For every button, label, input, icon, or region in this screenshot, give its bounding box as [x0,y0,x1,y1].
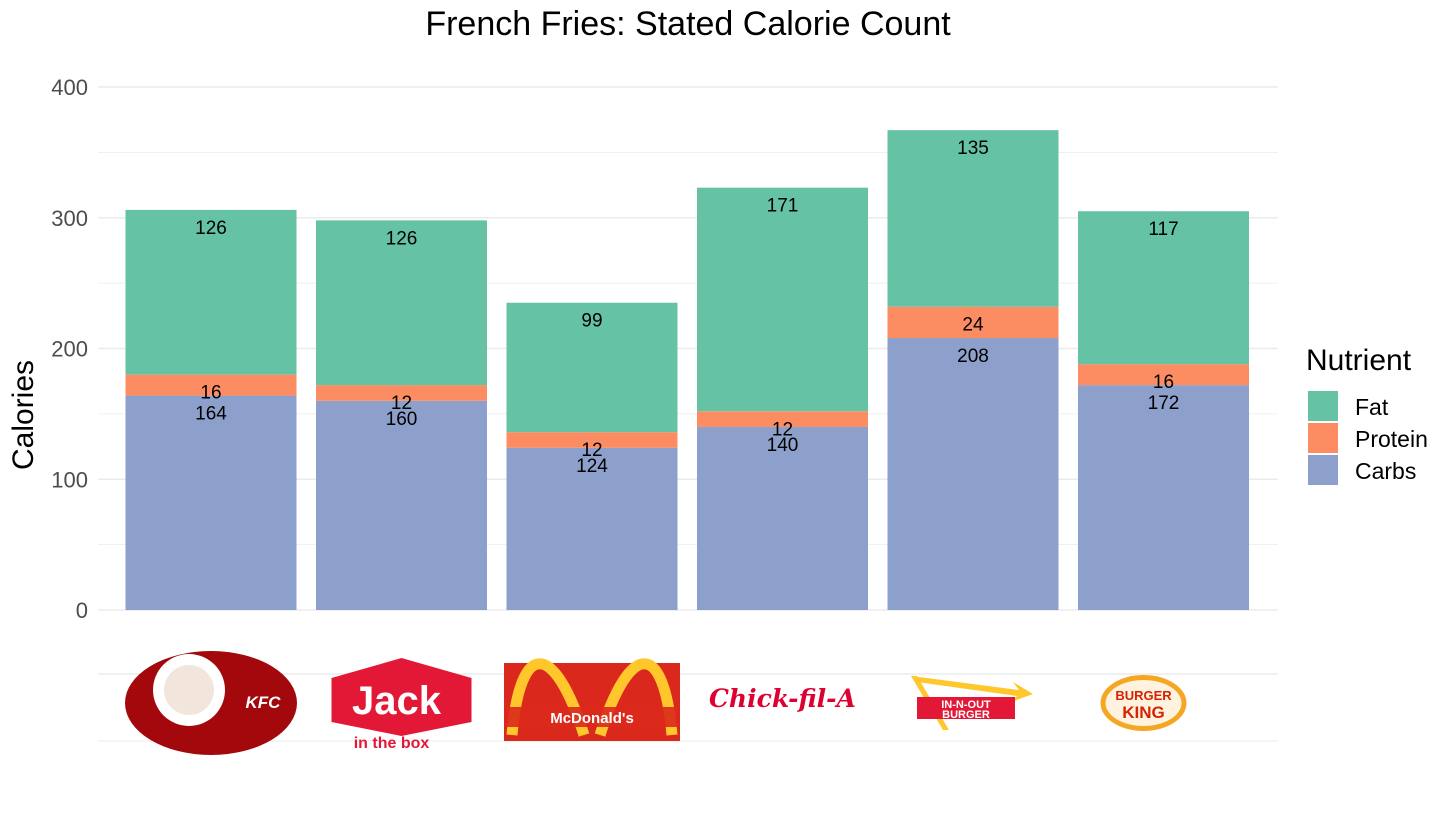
kfc-face-inner [164,665,214,715]
bar-value-label: 12 [772,419,793,440]
legend-swatch-protein [1308,423,1338,453]
bar-protein [506,432,678,448]
y-axis-label: Calories [7,360,40,470]
jack-logo-text: Jack [352,679,442,723]
chickfila-logo-text: Chick-fil-A [709,684,856,713]
bar-carbs [316,400,487,610]
innout-arrow-icon [911,676,1033,702]
bar-value-label: 12 [391,393,412,414]
bar-carbs [697,426,868,610]
legend-label-protein: Protein [1355,426,1428,452]
bar-carbs [506,447,678,610]
jack-logo-subtext: in the box [354,735,430,752]
legend-title: Nutrient [1306,344,1412,377]
bar-value-label: 208 [957,346,989,367]
bar-value-label: 99 [581,311,602,332]
bar-fat [316,220,487,386]
legend-swatch-fat [1308,391,1338,421]
brand-logo: Chick-fil-A [709,684,856,713]
innout-logo-text: IN-N-OUT [941,699,991,711]
bar-value-label: 164 [195,404,227,425]
bar-protein [1078,364,1249,386]
golden-arches-icon [506,658,678,737]
legend-label-fat: Fat [1355,394,1389,420]
y-tick-label: 100 [51,467,88,492]
y-tick-label: 200 [51,337,88,362]
bar-value-label: 24 [962,315,984,336]
mcdonalds-text-band [506,707,678,727]
bar-value-label: 124 [576,456,608,477]
brand-logo: Jack in the box [331,658,472,752]
bar-protein [125,374,297,396]
bar-value-label: 135 [957,138,989,159]
bar-value-label: 16 [1153,372,1174,393]
bars-group [125,130,1249,610]
chart-title: French Fries: Stated Calorie Count [425,5,951,43]
bar-protein [887,306,1059,339]
bar-fat [506,302,678,433]
burgerking-logo-subtext: KING [1122,703,1165,722]
mcdonalds-logo-shape [504,663,680,741]
burgerking-bun-inner [1105,680,1182,726]
bar-value-label: 126 [386,228,418,249]
legend: Nutrient Fat Protein Carbs [1306,344,1428,485]
jack-logo-shape [331,658,472,736]
bar-fat [1078,211,1249,365]
bar-value-label: 140 [767,435,799,456]
brand-logo: KFC [125,651,297,755]
bar-value-label: 12 [581,440,602,461]
y-axis: 0 100 200 300 400 [51,75,88,623]
bar-value-label: 16 [200,383,221,404]
innout-logo-subtext: BURGER [942,709,990,721]
bar-carbs [887,338,1059,610]
innout-logo-shape [917,697,1015,719]
legend-swatch-carbs [1308,455,1338,485]
kfc-logo-text: KFC [246,693,282,712]
x-axis-logos: KFC Jack in the box McDonald's Chick-fil-A IN… [125,651,1187,755]
bar-labels-group: 1641612616012126124129914012171208241351… [195,138,1179,477]
bar-fat [887,130,1059,307]
mcdonalds-logo-text: McDonald's [550,710,634,727]
brand-logo: McDonald's [504,658,680,741]
y-tick-label: 300 [51,206,88,231]
burgerking-logo-text: BURGER [1115,688,1172,703]
bar-protein [697,411,868,427]
bar-protein [316,385,487,401]
y-tick-label: 400 [51,75,88,100]
bar-carbs [1078,385,1249,610]
bar-value-label: 171 [767,196,799,217]
bar-fat [125,209,297,375]
bar-fat [697,187,868,412]
legend-label-carbs: Carbs [1355,458,1416,484]
bar-value-label: 126 [195,218,227,239]
bar-value-label: 172 [1148,393,1180,414]
bar-value-label: 117 [1148,219,1178,240]
bar-carbs [125,395,297,610]
bar-value-label: 160 [386,409,418,430]
y-tick-label: 0 [76,598,88,623]
